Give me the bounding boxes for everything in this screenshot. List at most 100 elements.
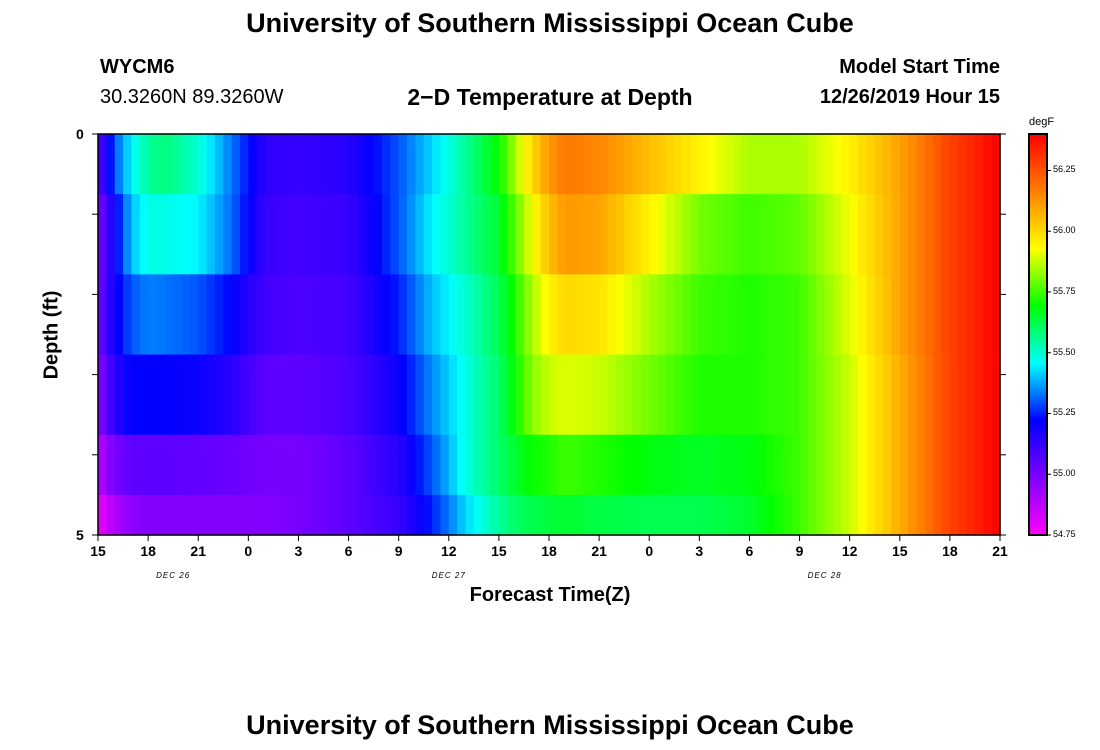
heatmap-cell — [398, 274, 408, 356]
heatmap-cell — [649, 274, 659, 356]
heatmap-cell — [298, 134, 308, 195]
heatmap-cell — [924, 194, 934, 275]
heatmap-cell — [198, 134, 208, 195]
heatmap-cell — [782, 434, 792, 496]
heatmap-cell — [933, 434, 943, 496]
heatmap-cell — [448, 134, 458, 195]
heatmap-cell — [716, 134, 725, 195]
heatmap-cell — [599, 434, 609, 496]
heatmap-cell — [306, 354, 316, 436]
heatmap-cell — [356, 354, 366, 436]
heatmap-cell — [974, 134, 984, 195]
heatmap-cell — [156, 494, 166, 536]
heatmap-cell — [248, 134, 258, 195]
heatmap-cell — [933, 494, 943, 536]
colorbar-tick-label: 56.25 — [1053, 164, 1076, 175]
heatmap-cell — [757, 434, 767, 496]
heatmap-cell — [373, 354, 383, 436]
heatmap-cell — [549, 494, 558, 536]
heatmap-cell — [590, 134, 600, 195]
heatmap-cell — [607, 194, 617, 275]
heatmap-cell — [448, 274, 458, 356]
heatmap-cell — [716, 434, 725, 496]
heatmap-cell — [515, 354, 525, 436]
heatmap-cell — [908, 354, 918, 436]
heatmap-cell — [457, 274, 467, 356]
heatmap-cell — [757, 194, 767, 275]
heatmap-cell — [248, 434, 258, 496]
heatmap-cell — [114, 494, 124, 536]
heatmap-cell — [832, 494, 842, 536]
heatmap-cell — [549, 194, 558, 275]
heatmap-cell — [757, 494, 767, 536]
heatmap-cell — [281, 494, 291, 536]
heatmap-cell — [281, 274, 291, 356]
heatmap-cell — [991, 434, 1001, 496]
heatmap-cell — [340, 494, 350, 536]
heatmap-cell — [866, 194, 876, 275]
heatmap-cell — [974, 434, 984, 496]
heatmap-cell — [189, 274, 199, 356]
heatmap-cell — [565, 434, 575, 496]
heatmap-cell — [290, 274, 300, 356]
heatmap-cell — [657, 194, 667, 275]
model-start-time: 12/26/2019 Hour 15 — [819, 86, 1000, 108]
heatmap-cell — [966, 134, 976, 195]
heatmap-cell — [281, 434, 291, 496]
heatmap-cell — [273, 494, 283, 536]
heatmap-cell — [156, 134, 166, 195]
x-axis-label: Forecast Time(Z) — [469, 584, 631, 606]
heatmap-cell — [782, 494, 792, 536]
heatmap-cell — [924, 434, 934, 496]
heatmap-cell — [615, 134, 625, 195]
heatmap-cell — [189, 354, 199, 436]
heatmap-cell — [440, 134, 450, 195]
heatmap-cell — [607, 274, 617, 356]
heatmap-cell — [315, 134, 325, 195]
heatmap-cell — [415, 494, 425, 536]
heatmap-cell — [265, 494, 274, 536]
heatmap-cell — [741, 194, 751, 275]
heatmap-cell — [557, 354, 567, 436]
heatmap-cell — [482, 194, 492, 275]
heatmap-cell — [690, 274, 700, 356]
heatmap-cell — [690, 134, 700, 195]
heatmap-cell — [924, 274, 934, 356]
heatmap-cell — [724, 194, 734, 275]
heatmap-cell — [657, 434, 667, 496]
heatmap-cell — [824, 134, 834, 195]
heatmap-cell — [624, 494, 634, 536]
colorbar-tick-label: 55.75 — [1053, 285, 1076, 296]
heatmap-cell — [423, 194, 433, 275]
heatmap-cell — [707, 274, 717, 356]
heatmap-cell — [949, 274, 959, 356]
heatmap-cell — [941, 134, 951, 195]
heatmap-cell — [908, 194, 918, 275]
heatmap-cell — [615, 434, 625, 496]
heatmap-cell — [724, 274, 734, 356]
heatmap-cell — [749, 354, 759, 436]
heatmap-cell — [281, 134, 291, 195]
heatmap-cell — [423, 354, 433, 436]
heatmap-cell — [682, 494, 692, 536]
heatmap-cell — [699, 434, 709, 496]
heatmap-cell — [858, 134, 867, 195]
heatmap-cell — [933, 194, 943, 275]
heatmap-cell — [331, 354, 341, 436]
heatmap-cell — [323, 134, 333, 195]
heatmap-cell — [991, 134, 1001, 195]
heatmap-cell — [415, 274, 425, 356]
heatmap-cell — [315, 494, 325, 536]
heatmap-cell — [381, 134, 391, 195]
heatmap-cell — [949, 434, 959, 496]
heatmap-cell — [189, 194, 199, 275]
heatmap-cell — [724, 354, 734, 436]
heatmap-cell — [298, 494, 308, 536]
heatmap-cell — [523, 494, 533, 536]
heatmap-cell — [732, 194, 742, 275]
heatmap-cell — [816, 494, 826, 536]
heatmap-cell — [841, 274, 851, 356]
heatmap-cell — [173, 494, 183, 536]
heatmap-cell — [106, 494, 116, 536]
heatmap-cell — [206, 434, 216, 496]
